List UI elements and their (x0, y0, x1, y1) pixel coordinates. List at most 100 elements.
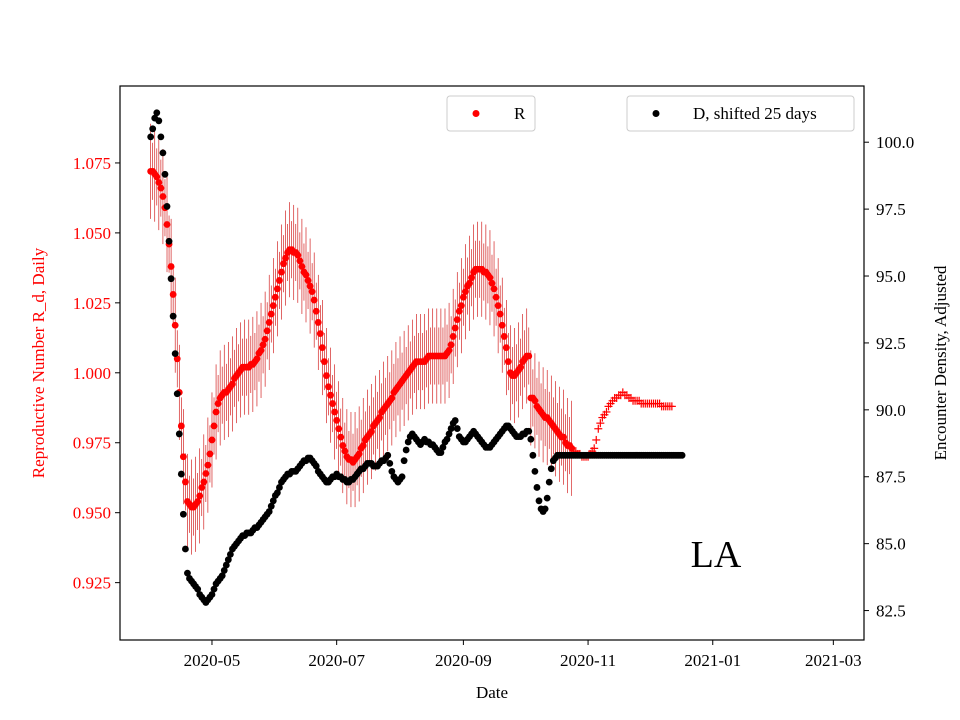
d-point (153, 109, 161, 117)
r-point (259, 341, 267, 349)
r-point (208, 436, 216, 444)
r-point (502, 344, 510, 352)
d-point (547, 465, 555, 473)
r-point (169, 291, 177, 298)
d-point (533, 484, 541, 491)
d-point (439, 443, 447, 451)
d-point (388, 467, 396, 475)
r-point (206, 450, 214, 458)
r-point (312, 307, 320, 315)
r-point (265, 319, 273, 326)
legend-r-box (446, 95, 536, 132)
r-point (320, 358, 328, 366)
r-point (531, 397, 539, 405)
r-point (257, 347, 265, 354)
r-point (261, 335, 269, 343)
d-point (443, 435, 451, 443)
right-tick-label: 97.5 (876, 200, 906, 219)
r-point (453, 316, 461, 324)
r-point (451, 324, 459, 332)
r-point (302, 271, 310, 279)
right-tick-label: 82.5 (876, 602, 906, 621)
d-point (386, 459, 394, 467)
d-point (312, 462, 320, 470)
x-tick-label: 2021-03 (805, 651, 862, 670)
r-point (494, 302, 502, 310)
r-point (194, 498, 202, 505)
r-point (496, 310, 504, 318)
r-point (498, 321, 506, 329)
right-tick-label: 85.0 (876, 535, 906, 554)
r-point (177, 422, 185, 430)
right-tick-label: 92.5 (876, 334, 906, 353)
r-point (198, 484, 206, 491)
d-point (447, 425, 455, 432)
r-point (276, 277, 283, 284)
d-point (400, 457, 408, 465)
r-point (449, 333, 457, 340)
x-tick-label: 2020-07 (308, 651, 365, 670)
x-tick-label: 2020-11 (560, 651, 616, 670)
d-series-points (147, 109, 686, 606)
left-tick-label: 0.950 (73, 504, 111, 523)
r-point (337, 433, 345, 441)
d-point (545, 478, 553, 486)
r-point (318, 344, 326, 352)
r-point (210, 422, 218, 430)
r-point (267, 310, 275, 318)
r-point (306, 282, 314, 290)
d-point (218, 572, 226, 580)
d-point (437, 449, 445, 457)
r-point (179, 453, 187, 461)
d-point (265, 508, 273, 515)
d-point (269, 497, 277, 505)
r-point (560, 433, 567, 441)
left-tick-label: 1.050 (73, 224, 111, 243)
r-point (269, 302, 277, 310)
left-tick-label: 0.975 (73, 434, 111, 453)
d-point (167, 275, 175, 283)
r-point (331, 408, 339, 416)
r-point (486, 274, 494, 282)
d-point (157, 133, 165, 141)
left-tick-label: 1.075 (73, 154, 111, 173)
r-point (182, 478, 189, 486)
d-point (194, 585, 202, 593)
left-tick-label: 0.925 (73, 574, 111, 593)
r-point (310, 296, 318, 304)
left-tick-label: 1.000 (73, 364, 111, 383)
r-point (171, 321, 179, 329)
r-point (468, 274, 475, 282)
left-tick-label: 1.025 (73, 294, 111, 313)
r-point (500, 333, 508, 340)
d-point (177, 470, 185, 478)
r-point (341, 447, 349, 455)
right-tick-label: 87.5 (876, 468, 906, 487)
left-y-axis: 0.925 0.950 0.975 1.000 1.025 1.050 1.075 (73, 154, 120, 593)
r-point (282, 254, 289, 262)
r-point (327, 391, 334, 399)
right-tick-label: 95.0 (876, 267, 906, 286)
right-tick-label: 90.0 (876, 401, 906, 420)
r-point (517, 363, 525, 371)
r-point (294, 251, 302, 259)
d-point (182, 545, 189, 553)
legend-d: D, shifted 25 days (626, 95, 855, 132)
d-point (179, 510, 187, 518)
d-point (541, 505, 549, 513)
legend-r-marker (472, 110, 480, 117)
r-point (368, 428, 375, 435)
d-point (529, 451, 537, 459)
d-point (147, 133, 155, 141)
d-point (276, 484, 283, 491)
right-axis-label: Encounter Density, Adjusted (931, 265, 950, 460)
d-point (175, 430, 183, 438)
x-axis: 2020-05 2020-07 2020-09 2020-11 2021-01 2021-… (184, 640, 862, 670)
r-point (490, 285, 498, 293)
r-point (153, 173, 161, 181)
d-point (402, 446, 410, 454)
r-point (263, 327, 271, 335)
r-series-points (147, 167, 676, 511)
r-point (159, 193, 167, 200)
